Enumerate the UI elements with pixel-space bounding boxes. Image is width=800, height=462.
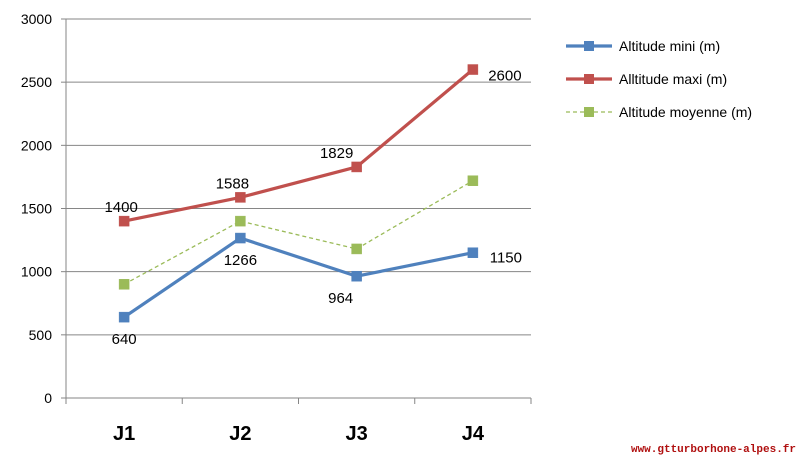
data-label: 640 — [112, 331, 137, 348]
data-label: 1829 — [320, 145, 353, 162]
legend-entry-label: Alltitude maxi (m) — [619, 71, 727, 87]
data-point-marker — [118, 311, 130, 323]
legend-marker-swatch — [584, 74, 594, 84]
data-point-marker — [351, 161, 362, 173]
data-point-marker — [235, 192, 246, 203]
legend: Altitude mini (m) Alltitude maxi (m) Altit… — [566, 38, 752, 120]
data-point-marker — [351, 243, 362, 255]
gridlines — [66, 18, 531, 336]
x-category-label: J3 — [346, 423, 368, 445]
y-tick-label: 2000 — [21, 137, 52, 153]
data-point-marker — [467, 247, 479, 258]
series-line — [123, 236, 474, 319]
legend-marker-swatch — [584, 41, 594, 51]
series-lines — [118, 64, 479, 323]
y-tick-label: 1500 — [21, 201, 52, 217]
y-tick-label: 500 — [29, 327, 53, 343]
legend-entry-label: Altitude mini (m) — [619, 38, 720, 54]
data-point-marker — [467, 175, 479, 186]
axes — [61, 18, 532, 404]
watermark: www.gtturborhone-alpes.fr — [630, 444, 796, 456]
legend-marker-swatch — [584, 107, 594, 117]
legend-entry-label: Altitude moyenne (m) — [619, 104, 752, 120]
data-point-marker — [118, 279, 130, 290]
data-label: 1150 — [490, 250, 522, 267]
series-line — [123, 180, 474, 285]
x-category-label: J2 — [229, 423, 251, 445]
data-point-marker — [235, 215, 246, 227]
data-point-marker — [467, 64, 479, 75]
data-labels: 640 1266 964 1150 1400 1588 1829 2600 — [104, 68, 522, 349]
y-tick-label: 2500 — [21, 74, 52, 90]
x-category-label: J4 — [462, 423, 485, 445]
data-label: 1400 — [104, 199, 137, 216]
x-axis-category-labels: J1 J2 J3 J4 — [113, 423, 485, 445]
data-point-marker — [118, 215, 130, 227]
y-tick-label: 0 — [44, 390, 52, 406]
data-point-marker — [235, 232, 246, 244]
data-label: 1588 — [216, 175, 249, 192]
data-point-marker — [351, 270, 362, 282]
y-tick-label: 3000 — [21, 11, 52, 27]
data-label: 1266 — [224, 252, 257, 269]
data-label: 964 — [328, 290, 353, 307]
data-label: 2600 — [488, 68, 521, 85]
series-line — [123, 68, 474, 223]
y-tick-label: 1000 — [21, 264, 52, 280]
y-axis-tick-labels: 0 500 1000 1500 2000 2500 3000 — [21, 11, 52, 406]
x-category-label: J1 — [113, 423, 135, 445]
